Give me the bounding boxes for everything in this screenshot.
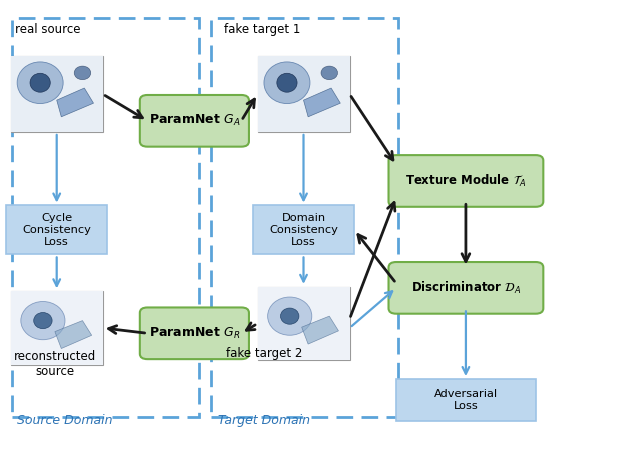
Ellipse shape <box>74 66 91 80</box>
Ellipse shape <box>30 73 51 92</box>
FancyBboxPatch shape <box>388 155 543 207</box>
Text: Texture Module $\mathcal{T}_A$: Texture Module $\mathcal{T}_A$ <box>405 173 527 189</box>
Polygon shape <box>301 316 339 344</box>
Text: fake target 1: fake target 1 <box>223 23 300 36</box>
Ellipse shape <box>17 62 63 104</box>
Text: reconstructed
source: reconstructed source <box>14 350 97 378</box>
Text: Domain
Consistency
Loss: Domain Consistency Loss <box>269 213 338 247</box>
FancyBboxPatch shape <box>140 308 249 359</box>
FancyBboxPatch shape <box>253 206 355 254</box>
Ellipse shape <box>277 73 297 92</box>
Text: ParamNet $G_A$: ParamNet $G_A$ <box>148 113 240 129</box>
FancyBboxPatch shape <box>396 379 536 421</box>
Ellipse shape <box>280 308 299 324</box>
Text: Discriminator $\mathcal{D}_A$: Discriminator $\mathcal{D}_A$ <box>411 280 521 296</box>
Bar <box>11 291 102 365</box>
Ellipse shape <box>268 297 312 335</box>
Ellipse shape <box>321 66 337 80</box>
Bar <box>11 291 102 365</box>
Text: Cycle
Consistency
Loss: Cycle Consistency Loss <box>22 213 91 247</box>
Text: real source: real source <box>15 23 81 36</box>
Ellipse shape <box>264 62 310 104</box>
Polygon shape <box>55 321 92 349</box>
Ellipse shape <box>34 313 52 329</box>
Bar <box>257 56 349 132</box>
FancyBboxPatch shape <box>6 206 108 254</box>
Bar <box>11 56 102 132</box>
Text: ParamNet $G_R$: ParamNet $G_R$ <box>148 326 240 341</box>
Text: Target Domain: Target Domain <box>218 414 310 427</box>
Polygon shape <box>303 88 340 117</box>
Text: Adversarial
Loss: Adversarial Loss <box>434 389 498 411</box>
Bar <box>257 56 349 132</box>
FancyBboxPatch shape <box>388 262 543 314</box>
Text: Source Domain: Source Domain <box>17 414 112 427</box>
Polygon shape <box>57 88 93 117</box>
FancyBboxPatch shape <box>140 95 249 147</box>
Bar <box>11 56 102 132</box>
Text: fake target 2: fake target 2 <box>226 347 303 359</box>
Ellipse shape <box>21 301 65 340</box>
Bar <box>257 287 349 360</box>
Bar <box>257 287 349 360</box>
